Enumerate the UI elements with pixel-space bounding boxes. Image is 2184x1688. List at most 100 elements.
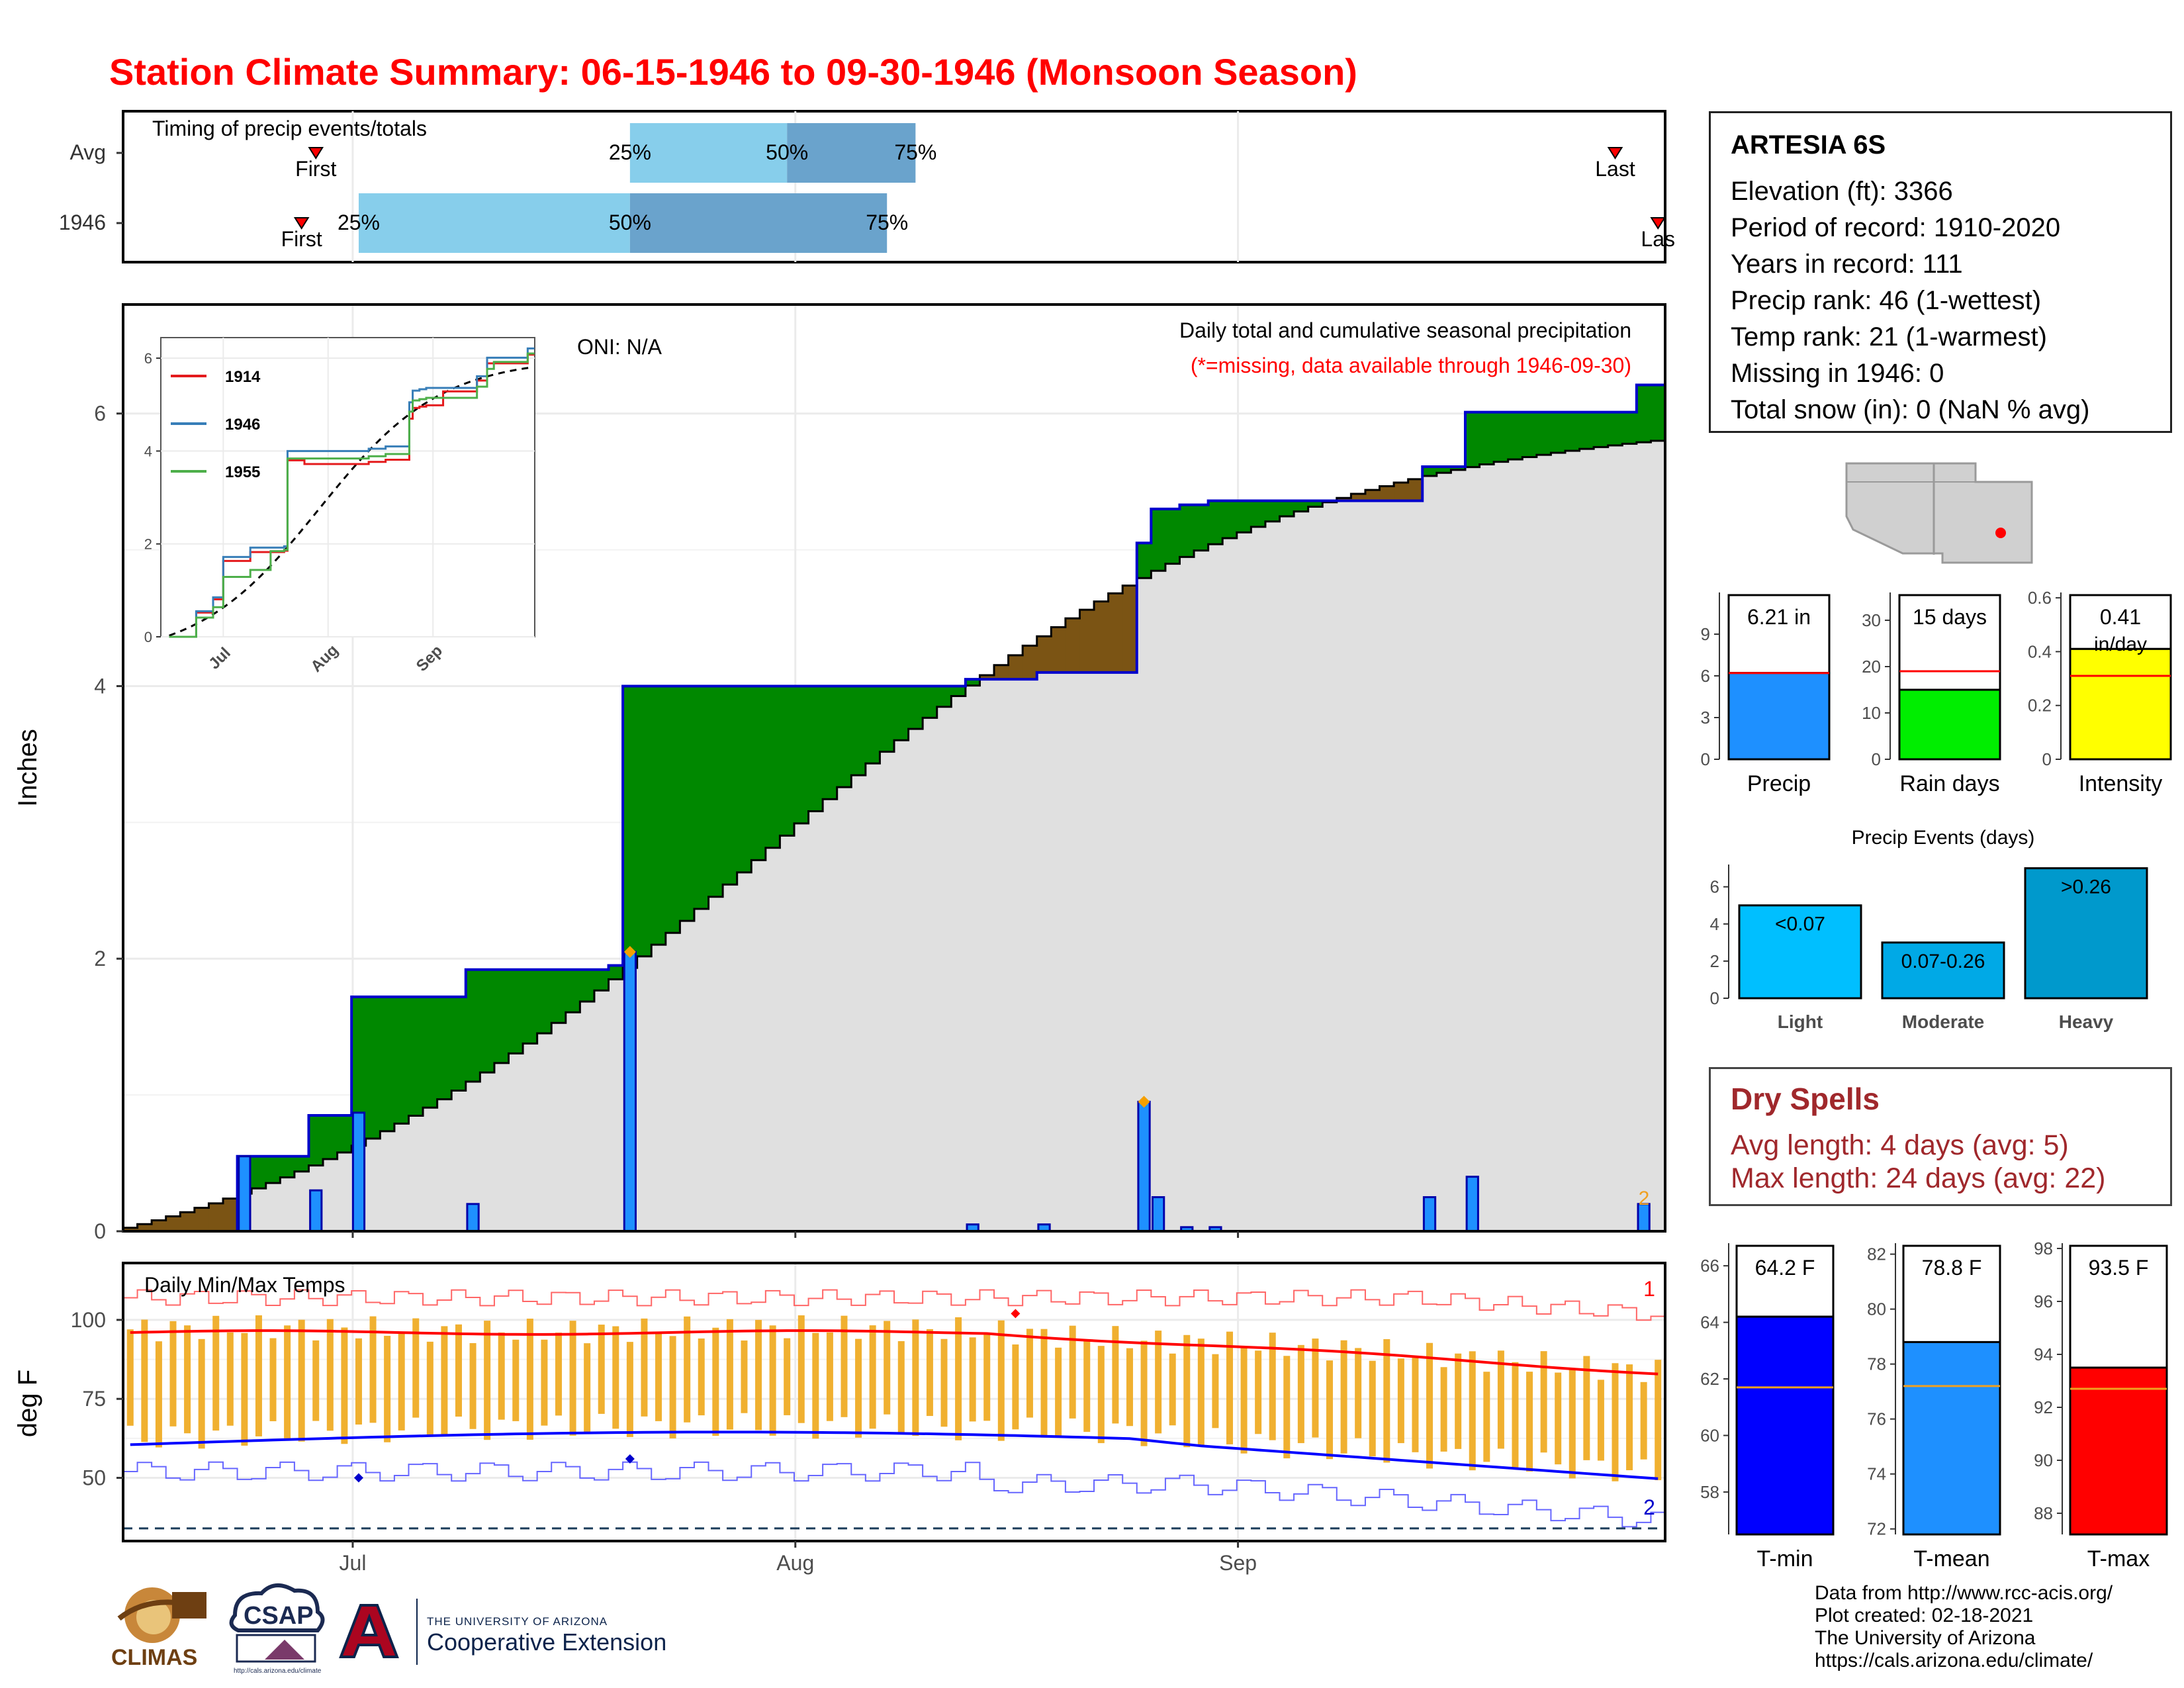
events-y-tick-label: 6 bbox=[1710, 877, 1719, 897]
surplus-area bbox=[365, 996, 381, 1139]
daily-temp-range-bar bbox=[555, 1333, 563, 1416]
daily-temp-range-bar bbox=[498, 1332, 505, 1420]
timing-panel: 25% 50% 75% First Last 25% 50% 75% First Las Timi… bbox=[59, 110, 1675, 263]
daily-temp-range-bar bbox=[1140, 1340, 1148, 1446]
surplus-area bbox=[823, 686, 838, 800]
summary-y-tick-label: 0.4 bbox=[2028, 641, 2052, 661]
timing-quantile-label: 50% bbox=[609, 211, 651, 234]
surplus-area bbox=[751, 686, 766, 861]
surplus-area bbox=[780, 686, 795, 836]
deficit-area bbox=[1079, 610, 1095, 673]
deficit-area bbox=[194, 1207, 210, 1231]
surplus-area bbox=[508, 969, 523, 1054]
daily-temp-range-bar bbox=[755, 1319, 762, 1430]
deficit-area bbox=[1408, 479, 1423, 501]
surplus-area bbox=[1251, 500, 1266, 527]
dry-spells-title: Dry Spells bbox=[1731, 1082, 1880, 1116]
daily-temp-range-bar bbox=[655, 1333, 662, 1421]
daily-temp-range-bar bbox=[1297, 1344, 1304, 1444]
deficit-area bbox=[123, 1227, 138, 1231]
daily-temp-range-bar bbox=[541, 1339, 548, 1426]
temps-title: Daily Min/Max Temps bbox=[144, 1273, 345, 1297]
summary-y-tick-label: 78 bbox=[1867, 1354, 1886, 1374]
daily-temp-range-bar bbox=[712, 1327, 719, 1436]
inset-avg-line bbox=[169, 366, 531, 637]
summary-value-box bbox=[1735, 1244, 1835, 1318]
timing-quantile-label: 75% bbox=[894, 140, 936, 164]
daily-temp-range-bar bbox=[641, 1318, 648, 1417]
daily-temp-range-bar bbox=[298, 1319, 305, 1442]
surplus-area bbox=[1579, 412, 1594, 449]
surplus-area bbox=[623, 686, 638, 968]
events-bar-label: 0.07-0.26 bbox=[1901, 951, 1985, 972]
events-bar-label: <0.07 bbox=[1775, 914, 1825, 935]
summary-bar bbox=[1727, 672, 1831, 761]
surplus-area bbox=[380, 996, 395, 1131]
daily-temp-range-bar bbox=[1369, 1360, 1376, 1457]
inset-series-line bbox=[169, 347, 535, 638]
daily-temp-range-bar bbox=[841, 1315, 848, 1417]
summary-category-label: Rain days bbox=[1899, 771, 1999, 796]
events-y-tick-label: 2 bbox=[1710, 951, 1719, 971]
deficit-area bbox=[1008, 655, 1023, 680]
daily-temp-range-bar bbox=[1655, 1360, 1662, 1481]
daily-temp-range-bar bbox=[455, 1324, 462, 1417]
summary-category-label: Intensity bbox=[2079, 771, 2163, 796]
summary-y-tick-label: 80 bbox=[1867, 1299, 1886, 1319]
daily-temp-range-bar bbox=[1197, 1338, 1205, 1445]
daily-temp-range-bar bbox=[869, 1325, 876, 1429]
summary-value-label: 64.2 F bbox=[1755, 1256, 1815, 1280]
daily-temp-range-bar bbox=[441, 1326, 448, 1436]
summary-y-tick-label: 0 bbox=[1872, 749, 1881, 769]
daily-temp-range-bar bbox=[1526, 1372, 1533, 1472]
inset-y-tick-label: 4 bbox=[144, 443, 152, 459]
avg-max-temp-line bbox=[130, 1329, 1659, 1376]
summary-value-label: 15 days bbox=[1913, 605, 1987, 629]
daily-precip-bar bbox=[351, 1111, 366, 1233]
summary-value-box bbox=[1727, 594, 1831, 675]
daily-temp-range-bar bbox=[341, 1327, 348, 1444]
daily-temp-range-bar bbox=[969, 1337, 976, 1422]
daily-temp-range-bar bbox=[1126, 1348, 1133, 1427]
daily-temp-range-bar bbox=[698, 1338, 705, 1416]
station-period: Period of record: 1910-2020 bbox=[1731, 213, 2061, 242]
summary-y-tick-label: 66 bbox=[1700, 1256, 1719, 1276]
daily-temp-range-bar bbox=[1640, 1382, 1647, 1460]
daily-temp-range-bar bbox=[1383, 1339, 1390, 1463]
daily-temp-range-bar bbox=[797, 1315, 805, 1423]
daily-temp-range-bar bbox=[255, 1315, 262, 1436]
temperature-panel: 50 75 100 Daily Min/Max Temps deg F 1 2 bbox=[13, 1262, 1666, 1542]
daily-temp-range-bar bbox=[1483, 1372, 1490, 1462]
surplus-area bbox=[865, 686, 881, 764]
surplus-area bbox=[608, 965, 623, 980]
daily-precip-bar bbox=[238, 1155, 251, 1233]
daily-precip-bar bbox=[309, 1189, 323, 1233]
deficit-area bbox=[1036, 636, 1052, 673]
precip-y-tick-label: 4 bbox=[94, 674, 106, 698]
surplus-area bbox=[480, 969, 495, 1073]
daily-temp-range-bar bbox=[926, 1329, 933, 1417]
surplus-area bbox=[265, 1156, 281, 1184]
surplus-area bbox=[1608, 412, 1623, 445]
surplus-area bbox=[965, 679, 981, 686]
timing-quantile-label: 75% bbox=[866, 211, 908, 234]
surplus-area bbox=[894, 686, 909, 741]
daily-temp-range-bar bbox=[1155, 1331, 1162, 1434]
surplus-area bbox=[494, 969, 510, 1063]
summary-bar bbox=[2069, 1366, 2168, 1536]
summary-y-tick-label: 90 bbox=[2034, 1450, 2053, 1470]
daily-precip-bar bbox=[1137, 1100, 1151, 1233]
record-day-marker bbox=[1138, 1096, 1150, 1108]
summary-bar bbox=[1735, 1315, 1835, 1536]
timing-first-marker-label: First bbox=[295, 157, 336, 181]
surplus-area bbox=[1179, 504, 1195, 557]
station-years: Years in record: 111 bbox=[1731, 250, 1963, 279]
timing-row-label-1946: 1946 bbox=[59, 211, 106, 234]
deficit-area bbox=[1023, 645, 1038, 680]
daily-temp-range-bar bbox=[284, 1325, 291, 1440]
footer-credits: Data from http://www.rcc-acis.org/ Plot … bbox=[1815, 1582, 2113, 1672]
deficit-area bbox=[994, 665, 1009, 680]
surplus-area bbox=[1636, 385, 1652, 443]
credit-line-data: Data from http://www.rcc-acis.org/ bbox=[1815, 1582, 2113, 1604]
timing-first-marker bbox=[308, 147, 324, 160]
